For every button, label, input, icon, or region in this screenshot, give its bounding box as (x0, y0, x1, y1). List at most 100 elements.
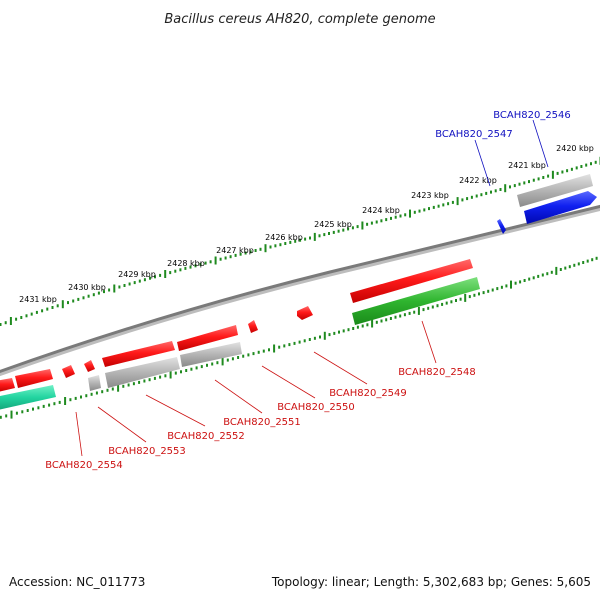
gene-bcah820-2554[interactable] (62, 365, 75, 378)
outer-minor-tick (219, 257, 222, 261)
label-bcah820-2554[interactable]: BCAH820_2554 (45, 460, 123, 471)
outer-minor-tick (351, 226, 354, 230)
outer-scale-ticks (0, 156, 600, 326)
inner-minor-tick (394, 315, 397, 319)
outer-major-tick (551, 170, 554, 179)
inner-minor-tick (375, 320, 378, 324)
leader-bcah820-2546 (532, 119, 549, 168)
inner-minor-tick (505, 284, 508, 288)
outer-minor-tick (332, 230, 335, 234)
outer-major-tick (504, 184, 507, 193)
label-bcah820-2549[interactable]: BCAH820_2549 (329, 388, 407, 399)
outer-minor-tick (490, 190, 492, 194)
gene-bcah820-2552[interactable] (102, 341, 175, 367)
leader-bcah820-2551 (214, 379, 263, 414)
outer-minor-tick (25, 314, 28, 318)
gene-bcah820-2547[interactable] (497, 219, 506, 234)
inner-minor-tick (389, 317, 392, 320)
gene-bcah820-2550[interactable] (248, 320, 258, 333)
outer-major-tick (113, 284, 116, 293)
outer-minor-tick (209, 260, 212, 264)
tick-label-2422: 2422 kbp (459, 176, 497, 185)
outer-minor-tick (15, 317, 18, 321)
outer-minor-tick (590, 162, 592, 166)
feature-green-2548 (352, 277, 480, 325)
leader-bcah820-2547 (474, 139, 491, 187)
outer-minor-tick (428, 207, 430, 211)
label-bcah820-2546[interactable]: BCAH820_2546 (493, 110, 571, 121)
inner-minor-tick (164, 374, 167, 378)
outer-minor-tick (149, 276, 151, 280)
outer-minor-tick (51, 306, 54, 309)
inner-minor-tick (211, 362, 214, 366)
inner-minor-tick (101, 390, 104, 394)
outer-minor-tick (41, 309, 44, 313)
outer-minor-tick (108, 288, 111, 292)
inner-minor-tick (37, 406, 40, 410)
feature-gray-2546 (517, 174, 593, 207)
outer-minor-tick (294, 239, 297, 243)
inner-minor-tick (95, 391, 98, 395)
outer-minor-tick (35, 310, 38, 314)
gene-bcah820-2548[interactable] (350, 259, 473, 303)
inner-minor-tick (595, 256, 598, 260)
outer-minor-tick (347, 227, 350, 231)
inner-minor-tick (206, 363, 208, 367)
outer-minor-tick (169, 271, 172, 275)
inner-minor-tick (573, 263, 576, 267)
label-bcah820-2551[interactable]: BCAH820_2551 (223, 417, 301, 428)
inner-minor-tick (74, 396, 77, 400)
inner-minor-tick (356, 325, 359, 329)
inner-minor-tick (185, 369, 188, 372)
gene-left-red-2[interactable] (0, 378, 15, 392)
outer-minor-tick (423, 208, 426, 212)
outer-minor-tick (594, 160, 597, 164)
inner-minor-tick (85, 394, 88, 398)
label-bcah820-2553[interactable]: BCAH820_2553 (108, 446, 186, 457)
label-bcah820-2550[interactable]: BCAH820_2550 (277, 402, 355, 413)
gene-bcah820-2549[interactable] (297, 306, 313, 320)
outer-minor-tick (279, 243, 282, 247)
outer-minor-tick (128, 282, 131, 286)
gene-bcah820-2553[interactable] (84, 360, 95, 372)
label-bcah820-2552[interactable]: BCAH820_2552 (167, 431, 245, 442)
gene-bcah820-2551[interactable] (177, 325, 238, 351)
inner-minor-tick (190, 367, 193, 371)
gene-left-red-1[interactable] (15, 369, 53, 388)
leader-bcah820-2549 (313, 351, 368, 385)
gene-bcah820-2546[interactable] (524, 191, 597, 224)
inner-minor-tick (441, 302, 444, 306)
tick-label-2431: 2431 kbp (19, 295, 57, 304)
label-bcah820-2547[interactable]: BCAH820_2547 (435, 129, 513, 140)
inner-minor-tick (231, 357, 234, 361)
outer-minor-tick (72, 299, 75, 303)
outer-minor-tick (234, 253, 237, 257)
outer-minor-tick (518, 182, 521, 186)
map-title: Bacillus cereus AH820, complete genome (164, 12, 435, 27)
inner-minor-tick (226, 358, 229, 362)
inner-minor-tick (514, 281, 517, 285)
outer-minor-tick (390, 216, 392, 220)
inner-major-tick (510, 280, 512, 289)
inner-minor-tick (366, 323, 369, 327)
outer-minor-tick (259, 247, 262, 251)
outer-minor-tick (284, 242, 287, 245)
inner-minor-tick (537, 274, 540, 278)
outer-minor-tick (0, 323, 2, 326)
genome-axis-shadow (0, 205, 600, 377)
tick-label-2429: 2429 kbp (118, 270, 156, 279)
outer-minor-tick (184, 266, 187, 270)
inner-minor-tick (180, 370, 182, 374)
inner-minor-tick (541, 273, 544, 277)
inner-minor-tick (122, 384, 125, 388)
inner-minor-tick (106, 388, 109, 392)
label-bcah820-2548[interactable]: BCAH820_2548 (398, 367, 476, 378)
inner-minor-tick (564, 266, 567, 270)
feature-gray-2551 (180, 342, 242, 367)
inner-minor-tick (90, 392, 93, 396)
tick-label-2423: 2423 kbp (411, 191, 449, 200)
inner-minor-tick (427, 306, 430, 310)
outer-minor-tick (404, 213, 407, 217)
inner-minor-tick (153, 376, 156, 380)
inner-minor-tick (0, 415, 2, 419)
